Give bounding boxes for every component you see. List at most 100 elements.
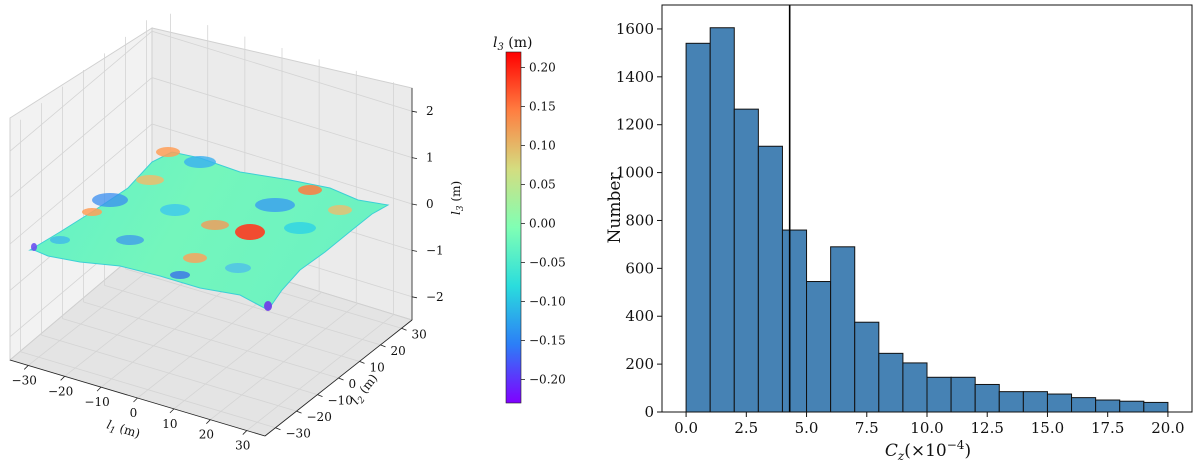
histogram-bar xyxy=(1071,397,1097,413)
y-tick-mark xyxy=(275,427,281,431)
y-tick-label: −10 xyxy=(328,394,353,408)
z-tick-mark xyxy=(411,157,418,159)
colorbar-tick-label: −0.05 xyxy=(529,256,566,270)
histogram-y-tick-label: 1000 xyxy=(616,164,654,182)
histogram-y-tick-label: 0 xyxy=(644,403,654,421)
grid-line-y xyxy=(41,334,297,412)
histogram-y-tick-label: 200 xyxy=(625,355,654,373)
x-tick-label: −20 xyxy=(48,384,73,398)
z-tick-mark xyxy=(411,203,418,206)
y-tick-mark xyxy=(359,361,365,364)
colorbar-gradient xyxy=(505,51,522,404)
histogram-bar xyxy=(1046,393,1073,413)
colorbar-tick-label: 0.10 xyxy=(529,139,556,153)
colorbar-title: l3 (m) xyxy=(493,35,533,53)
histogram-x-label: Cz(×10−4) xyxy=(885,438,971,460)
x-tick-mark xyxy=(96,386,102,392)
grid-line-y xyxy=(125,268,381,346)
histogram-x-tick-label: 17.5 xyxy=(1091,419,1124,437)
histogram-bar xyxy=(757,145,783,413)
x-tick-mark xyxy=(60,376,65,381)
x-tick-label: −10 xyxy=(84,395,109,409)
z-tick-mark xyxy=(411,296,418,299)
y-tick-mark xyxy=(401,327,407,331)
grid-line-z xyxy=(9,77,413,198)
histogram-y-tick-label: 1200 xyxy=(616,116,654,134)
grid-line-y xyxy=(20,351,276,429)
histogram-bar xyxy=(950,376,976,413)
histogram-bar xyxy=(1143,401,1169,413)
y-tick-mark xyxy=(338,377,344,381)
x-tick-mark xyxy=(133,397,138,403)
surface-x-label: l1 (m) xyxy=(104,417,142,443)
z-tick-label: −1 xyxy=(426,243,444,257)
histogram-bar xyxy=(733,108,759,413)
x-tick-mark xyxy=(23,365,29,370)
z-tick-label: 1 xyxy=(426,151,434,165)
z-tick-label: 2 xyxy=(426,104,434,118)
histogram-y-tick-label: 600 xyxy=(625,259,654,277)
y-tick-label: 20 xyxy=(391,344,406,358)
colorbar-tick-label: −0.20 xyxy=(529,373,566,387)
histogram-x-tick-label: 15.0 xyxy=(1031,419,1064,437)
histogram-x-tick-label: 2.5 xyxy=(734,419,758,437)
surface-z-label: l3 (m) xyxy=(449,181,466,215)
y-tick-mark xyxy=(317,394,323,397)
x-tick-label: 30 xyxy=(235,439,250,453)
x-tick-label: 20 xyxy=(199,428,214,442)
histogram-bar xyxy=(806,281,832,413)
histogram-x-tick-label: 12.5 xyxy=(971,419,1004,437)
histogram-bar xyxy=(685,42,711,413)
z-tick-mark xyxy=(411,250,418,252)
y-tick-label: 30 xyxy=(412,327,427,341)
histogram-bar xyxy=(709,27,735,413)
grid-line-y xyxy=(62,318,318,395)
x-tick-mark xyxy=(169,408,175,414)
x-ticks-3d: −30 −20 −10 0 10 20 30 xyxy=(12,365,250,453)
histogram-bar xyxy=(1095,399,1121,413)
histogram-x-tick-label: 20.0 xyxy=(1151,419,1184,437)
x-tick-label: −30 xyxy=(12,373,37,387)
x-tick-label: 0 xyxy=(130,406,138,420)
histogram-x-tick-label: 0.0 xyxy=(674,419,698,437)
histogram-y-tick-label: 800 xyxy=(625,211,654,229)
histogram-bar xyxy=(1119,400,1145,413)
y-tick-label: −30 xyxy=(286,427,311,441)
colorbar-tick-label: 0.00 xyxy=(529,217,556,231)
surface-plot xyxy=(28,147,390,311)
z-tick-label: −2 xyxy=(426,290,444,304)
z-tick-label: 0 xyxy=(426,197,434,211)
histogram-bar xyxy=(1022,391,1048,413)
grid-line-z xyxy=(9,30,413,152)
histogram-bar xyxy=(926,376,952,413)
y-tick-mark xyxy=(296,410,302,414)
histogram-y-label: Number xyxy=(605,172,625,244)
x-tick-label: 10 xyxy=(162,417,177,431)
histogram-y-tick-label: 400 xyxy=(625,307,654,325)
x-tick-mark xyxy=(206,419,211,424)
histogram-bar xyxy=(878,352,904,413)
colorbar: l3 (m) 0.20 0.15 0.10 0.05 0.00 −0.05 −0.10 −0.… xyxy=(493,35,566,404)
z-tick-mark xyxy=(411,110,418,113)
grid-line-y xyxy=(83,301,339,379)
colorbar-ticks: 0.20 0.15 0.10 0.05 0.00 −0.05 −0.10 −0.15 −0.20 xyxy=(521,61,566,387)
grid-line-y xyxy=(104,285,360,362)
histogram-bar xyxy=(998,391,1024,413)
histogram-x-tick-label: 10.0 xyxy=(910,419,943,437)
colorbar-tick-label: −0.10 xyxy=(529,295,566,309)
y-ticks-3d: −30 −20 −10 0 10 20 30 xyxy=(275,327,427,441)
y-tick-label: 10 xyxy=(370,360,385,374)
z-ticks-3d: −2 −1 0 1 2 xyxy=(411,104,444,304)
y-tick-label: 0 xyxy=(349,377,357,391)
histogram-y-tick-label: 1600 xyxy=(616,20,654,38)
y-tick-mark xyxy=(380,344,386,348)
histogram-bar xyxy=(781,229,808,413)
colorbar-tick-label: 0.20 xyxy=(529,61,556,75)
histogram-x-ticks: 0.0 2.5 5.0 7.5 10.0 12.5 15.0 17.5 20.0 xyxy=(674,412,1185,437)
x-tick-mark xyxy=(242,430,248,435)
surface-blobs xyxy=(31,147,352,311)
grid-line-z xyxy=(9,123,413,245)
colorbar-tick-label: −0.15 xyxy=(529,334,566,348)
histogram-x-tick-label: 7.5 xyxy=(855,419,879,437)
